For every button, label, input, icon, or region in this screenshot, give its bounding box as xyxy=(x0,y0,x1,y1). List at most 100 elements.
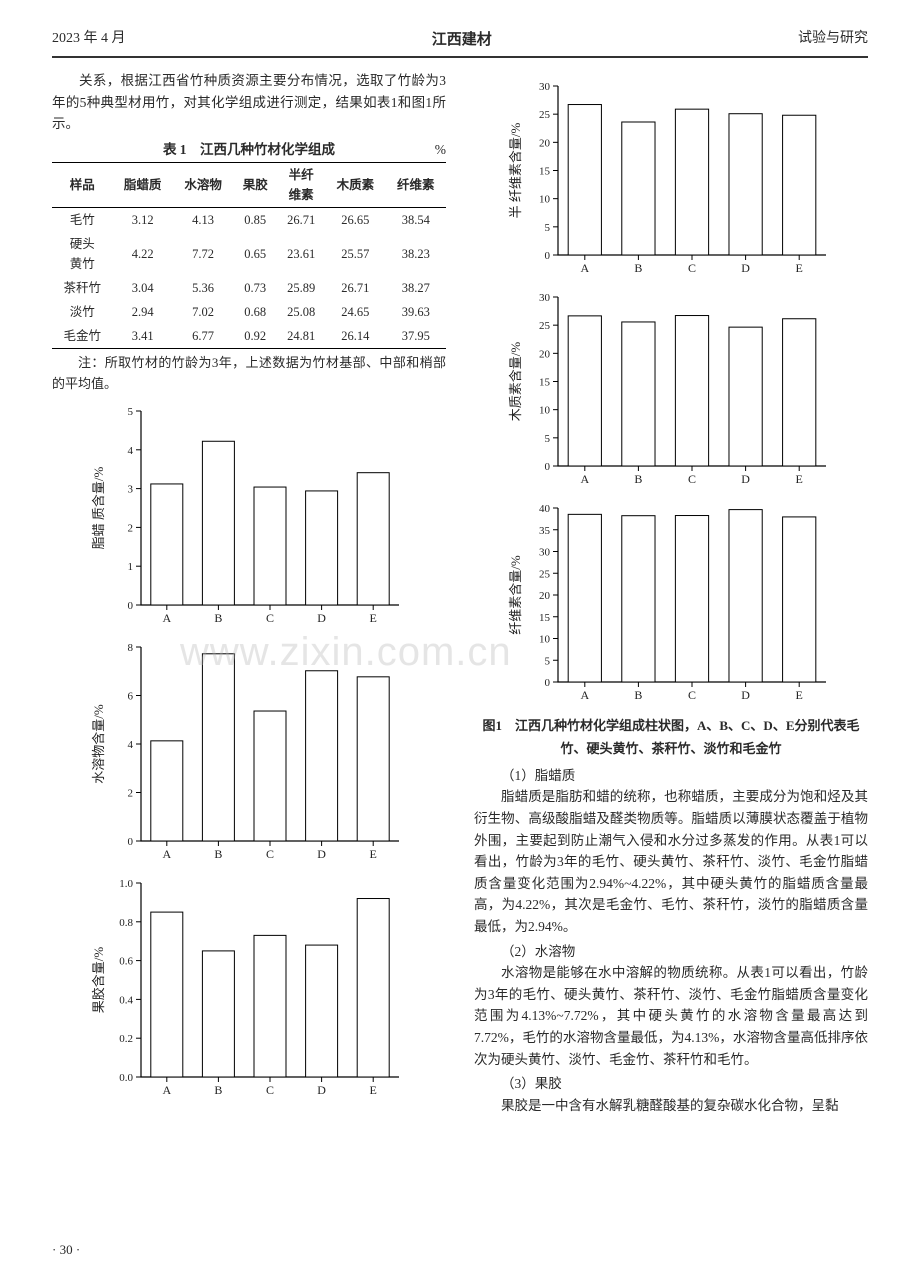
svg-text:0: 0 xyxy=(545,250,551,262)
bar xyxy=(729,114,762,255)
right-charts-container: 051015202530ABCDE半 纤维素含量/%051015202530AB… xyxy=(474,76,868,708)
table-header-cell: 脂蜡质 xyxy=(112,163,172,208)
svg-text:A: A xyxy=(580,261,589,275)
table-cell: 23.61 xyxy=(277,232,325,276)
svg-text:35: 35 xyxy=(539,525,551,537)
svg-text:D: D xyxy=(741,472,750,486)
table-cell: 26.71 xyxy=(325,276,385,300)
table-cell: 0.73 xyxy=(233,276,277,300)
svg-text:0.6: 0.6 xyxy=(119,956,133,968)
svg-text:脂蜡 质含量/%: 脂蜡 质含量/% xyxy=(91,466,106,549)
table-cell: 39.63 xyxy=(386,300,446,324)
svg-text:C: C xyxy=(266,1083,274,1097)
section-body: 水溶物是能够在水中溶解的物质统称。从表1可以看出，竹龄为3年的毛竹、硬头黄竹、茶… xyxy=(474,962,868,1070)
svg-text:20: 20 xyxy=(539,137,551,149)
svg-text:2: 2 xyxy=(128,787,134,799)
bar-chart: 0510152025303540ABCDE纤维素含量/% xyxy=(506,498,836,708)
svg-text:C: C xyxy=(266,611,274,625)
header-left: 2023 年 4 月 xyxy=(52,28,126,52)
bar xyxy=(622,516,655,682)
svg-text:40: 40 xyxy=(539,503,551,515)
svg-text:15: 15 xyxy=(539,612,551,624)
bar xyxy=(783,517,816,682)
svg-text:纤维素含量/%: 纤维素含量/% xyxy=(508,555,523,635)
table-cell: 37.95 xyxy=(386,324,446,349)
svg-text:D: D xyxy=(317,1083,326,1097)
table-cell: 38.27 xyxy=(386,276,446,300)
svg-text:3: 3 xyxy=(128,484,134,496)
table-cell: 38.54 xyxy=(386,208,446,233)
svg-text:E: E xyxy=(370,847,377,861)
svg-text:A: A xyxy=(162,1083,171,1097)
section-head: （3）果胶 xyxy=(474,1073,868,1095)
svg-text:0: 0 xyxy=(545,461,551,473)
svg-text:0.8: 0.8 xyxy=(119,917,133,929)
svg-text:A: A xyxy=(580,472,589,486)
svg-text:木质素含量/%: 木质素含量/% xyxy=(508,342,523,422)
table-cell: 4.13 xyxy=(173,208,233,233)
bar xyxy=(675,109,708,255)
svg-text:E: E xyxy=(370,611,377,625)
bar xyxy=(357,677,389,841)
bar-chart: 02468ABCDE水溶物含量/% xyxy=(89,637,409,867)
svg-text:30: 30 xyxy=(539,81,551,93)
svg-text:8: 8 xyxy=(128,642,134,654)
svg-text:10: 10 xyxy=(539,405,551,417)
body-sections: （1）脂蜡质脂蜡质是脂肪和蜡的统称，也称蜡质，主要成分为饱和烃及其衍生物、高级酸… xyxy=(474,765,868,1117)
table-cell: 毛金竹 xyxy=(52,324,112,349)
svg-text:A: A xyxy=(162,847,171,861)
svg-text:5: 5 xyxy=(128,406,134,418)
table-row: 硬头黄竹4.227.720.6523.6125.5738.23 xyxy=(52,232,446,276)
bar xyxy=(202,441,234,605)
svg-text:0.2: 0.2 xyxy=(119,1033,133,1045)
svg-text:水溶物含量/%: 水溶物含量/% xyxy=(91,704,106,784)
bar xyxy=(729,327,762,466)
table-row: 毛竹3.124.130.8526.7126.6538.54 xyxy=(52,208,446,233)
svg-text:0.0: 0.0 xyxy=(119,1072,133,1084)
svg-text:E: E xyxy=(796,688,803,702)
bar xyxy=(151,741,183,841)
bar xyxy=(622,122,655,255)
svg-text:10: 10 xyxy=(539,634,551,646)
bar xyxy=(675,516,708,682)
table-cell: 2.94 xyxy=(112,300,172,324)
bar xyxy=(622,322,655,466)
table-cell: 0.92 xyxy=(233,324,277,349)
bar xyxy=(357,473,389,605)
svg-text:D: D xyxy=(317,847,326,861)
table-cell: 25.89 xyxy=(277,276,325,300)
svg-text:20: 20 xyxy=(539,348,551,360)
section-body: 果胶是一中含有水解乳糖醛酸基的复杂碳水化合物，呈黏 xyxy=(474,1095,868,1117)
table-cell: 0.85 xyxy=(233,208,277,233)
intro-paragraph: 关系，根据江西省竹种质资源主要分布情况，选取了竹龄为3年的5种典型材用竹，对其化… xyxy=(52,70,446,135)
svg-text:C: C xyxy=(688,261,696,275)
left-column: 关系，根据江西省竹种质资源主要分布情况，选取了竹龄为3年的5种典型材用竹，对其化… xyxy=(52,70,446,1119)
bar-chart: 051015202530ABCDE木质素含量/% xyxy=(506,287,836,492)
svg-text:E: E xyxy=(796,261,803,275)
svg-text:A: A xyxy=(162,611,171,625)
bar-chart: 012345ABCDE脂蜡 质含量/% xyxy=(89,401,409,631)
bar xyxy=(306,945,338,1077)
svg-text:半 纤维素含量/%: 半 纤维素含量/% xyxy=(508,122,523,218)
section-body: 脂蜡质是脂肪和蜡的统称，也称蜡质，主要成分为饱和烃及其衍生物、高级酸脂蜡及醛类物… xyxy=(474,786,868,937)
svg-text:B: B xyxy=(214,847,222,861)
svg-text:4: 4 xyxy=(128,739,134,751)
bar-chart: 051015202530ABCDE半 纤维素含量/% xyxy=(506,76,836,281)
svg-text:A: A xyxy=(580,688,589,702)
svg-text:30: 30 xyxy=(539,547,551,559)
svg-text:5: 5 xyxy=(545,655,551,667)
svg-text:6: 6 xyxy=(128,690,134,702)
table-cell: 3.41 xyxy=(112,324,172,349)
svg-text:10: 10 xyxy=(539,194,551,206)
svg-text:15: 15 xyxy=(539,377,551,389)
svg-text:20: 20 xyxy=(539,590,551,602)
table-cell: 26.71 xyxy=(277,208,325,233)
table-title: 表 1 江西几种竹材化学组成 % xyxy=(52,139,446,161)
bar xyxy=(306,491,338,605)
svg-text:B: B xyxy=(214,611,222,625)
svg-text:0.4: 0.4 xyxy=(119,994,133,1006)
svg-text:D: D xyxy=(741,688,750,702)
table-cell: 7.02 xyxy=(173,300,233,324)
svg-text:D: D xyxy=(317,611,326,625)
svg-text:果胶含量/%: 果胶含量/% xyxy=(91,947,106,1014)
